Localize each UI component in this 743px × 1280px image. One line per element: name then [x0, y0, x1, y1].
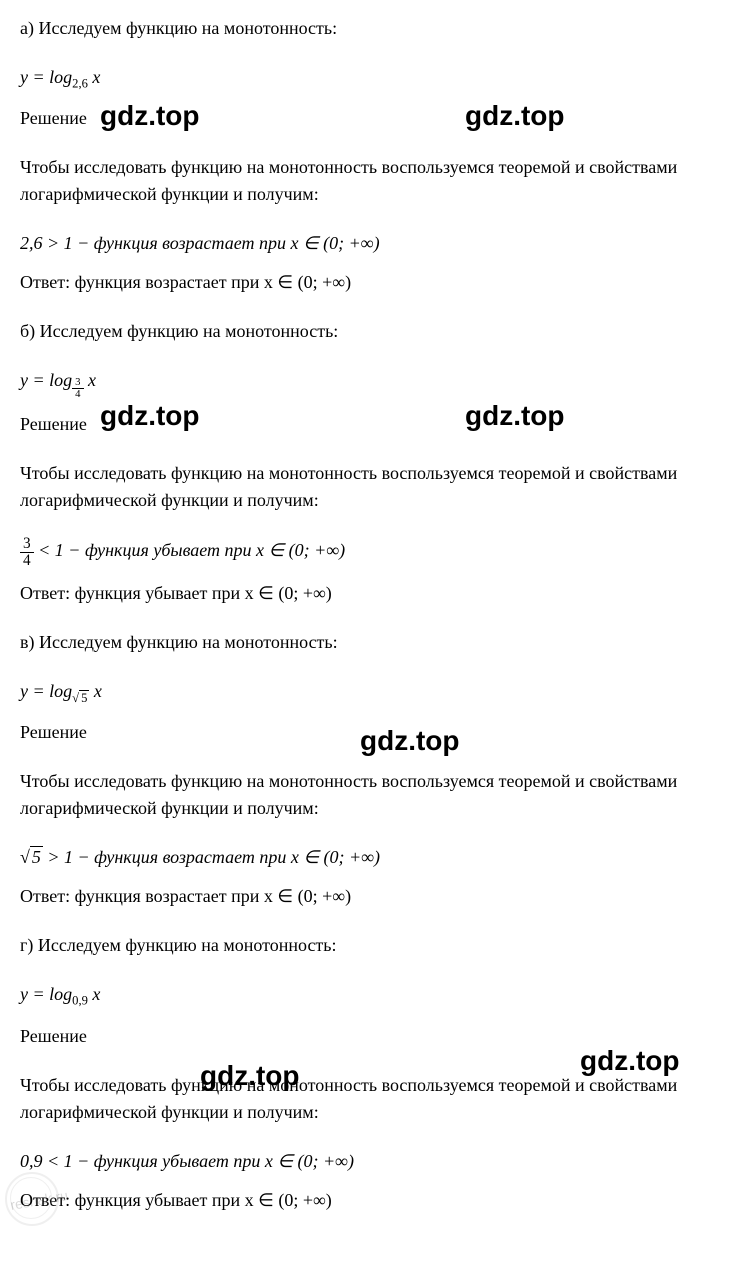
formula-prefix: y = log	[20, 370, 72, 390]
formula-arg: x	[89, 681, 102, 701]
formula-arg: x	[84, 370, 97, 390]
formula-prefix: y = log	[20, 67, 72, 87]
part-c-answer: Ответ: функция возрастает при x ∈ (0; +∞…	[20, 883, 723, 910]
part-a-solution-label: Решение	[20, 105, 723, 132]
part-d-condition: 0,9 < 1 − функция убывает при x ∈ (0; +∞…	[20, 1148, 723, 1175]
condition-suffix: > 1 − функция возрастает при x ∈ (0; +∞)	[43, 847, 380, 867]
part-a-condition: 2,6 > 1 − функция возрастает при x ∈ (0;…	[20, 230, 723, 257]
formula-base-sqrt: 5	[79, 690, 89, 705]
part-b-label: б) Исследуем функцию на монотонность:	[20, 318, 723, 345]
part-a-answer: Ответ: функция возрастает при x ∈ (0; +∞…	[20, 269, 723, 296]
part-b-explanation: Чтобы исследовать функцию на монотонност…	[20, 460, 723, 514]
formula-prefix: y = log	[20, 984, 72, 1004]
part-a-explanation: Чтобы исследовать функцию на монотонност…	[20, 154, 723, 208]
part-b-formula: y = log34 x	[20, 367, 723, 399]
part-d-answer: Ответ: функция убывает при x ∈ (0; +∞)	[20, 1187, 723, 1214]
formula-arg: x	[88, 67, 101, 87]
condition-den: 4	[20, 553, 34, 568]
formula-base-num: 3	[72, 377, 83, 389]
part-b-solution-label: Решение	[20, 411, 723, 438]
formula-prefix: y = log	[20, 681, 72, 701]
formula-arg: x	[88, 984, 101, 1004]
part-c-solution-label: Решение	[20, 719, 723, 746]
part-d-explanation: Чтобы исследовать функцию на монотонност…	[20, 1072, 723, 1126]
part-b-answer: Ответ: функция убывает при x ∈ (0; +∞)	[20, 580, 723, 607]
part-a-formula: y = log2,6 x	[20, 64, 723, 93]
condition-sqrt: 5	[30, 846, 43, 867]
formula-base: 0,9	[72, 994, 88, 1008]
part-d-formula: y = log0,9 x	[20, 981, 723, 1010]
formula-base-den: 4	[72, 389, 83, 400]
condition-suffix: < 1 − функция убывает при x ∈ (0; +∞)	[34, 540, 345, 560]
formula-base: 2,6	[72, 77, 88, 91]
part-c-explanation: Чтобы исследовать функцию на монотонност…	[20, 768, 723, 822]
part-a-label: а) Исследуем функцию на монотонность:	[20, 15, 723, 42]
part-b-condition: 34 < 1 − функция убывает при x ∈ (0; +∞)	[20, 536, 723, 568]
condition-num: 3	[20, 536, 34, 552]
part-c-formula: y = log 5 x	[20, 678, 723, 707]
part-d-label: г) Исследуем функцию на монотонность:	[20, 932, 723, 959]
part-d-solution-label: Решение	[20, 1023, 723, 1050]
part-c-condition: 5 > 1 − функция возрастает при x ∈ (0; +…	[20, 844, 723, 871]
part-c-label: в) Исследуем функцию на монотонность:	[20, 629, 723, 656]
part-a: а) Исследуем функцию на монотонность:	[20, 15, 723, 42]
